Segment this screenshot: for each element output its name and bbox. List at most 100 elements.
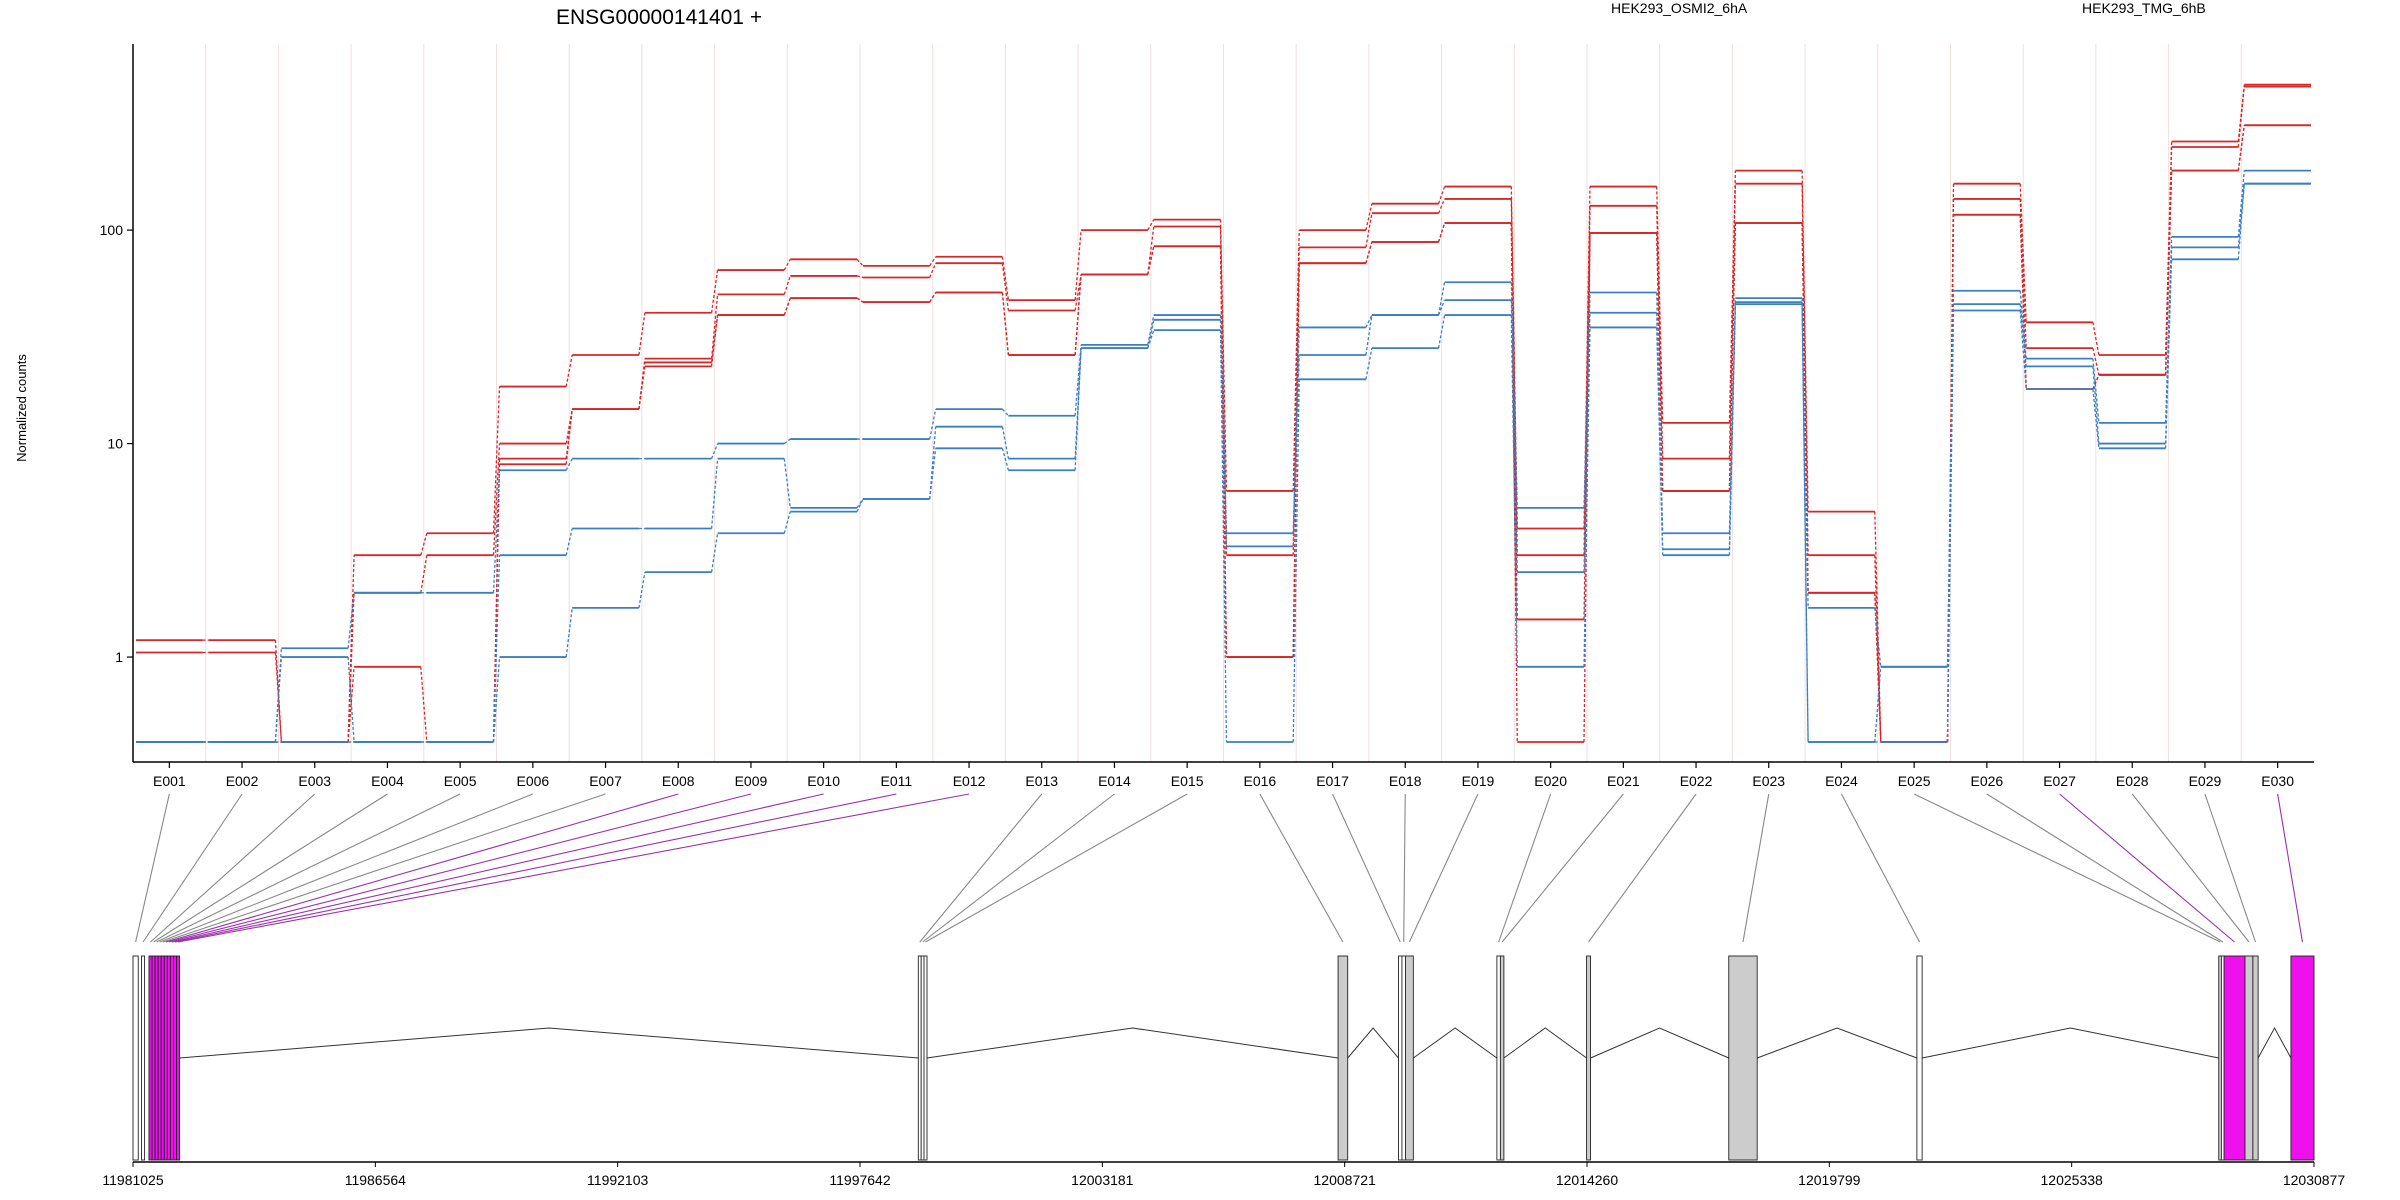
exon-connector xyxy=(162,793,606,943)
exon-connector xyxy=(150,793,316,943)
exon-connector xyxy=(165,793,679,943)
exon-box xyxy=(2223,955,2246,1161)
series-transition xyxy=(1147,329,1155,349)
intron-line xyxy=(1413,1027,1498,1059)
exon-box xyxy=(1398,955,1403,1161)
exon-box xyxy=(169,955,174,1161)
exon-box xyxy=(2290,955,2315,1161)
series-transition xyxy=(929,256,937,267)
series-transition xyxy=(1365,203,1373,231)
coordinate-label: 12025338 xyxy=(2041,1172,2104,1188)
series-transition xyxy=(1365,314,1373,328)
series-transition xyxy=(710,294,719,359)
series-transition xyxy=(1001,292,1010,356)
exon-box xyxy=(176,955,181,1161)
series-transition xyxy=(1365,241,1373,264)
series-transition xyxy=(710,458,719,529)
series-transition xyxy=(1801,222,1809,593)
series-transition xyxy=(2019,290,2027,359)
series-transition xyxy=(2092,322,2100,356)
series-transition xyxy=(1801,304,1809,743)
series-transition xyxy=(856,297,864,303)
exon-connector xyxy=(1408,793,1479,943)
series-transition xyxy=(2164,170,2173,375)
exon-connector xyxy=(1840,793,1920,943)
coordinate-label: 11986564 xyxy=(345,1172,406,1188)
exon-connector xyxy=(1501,793,1624,943)
series-transition xyxy=(710,533,719,573)
exon-connector xyxy=(1332,793,1401,943)
series-transition xyxy=(274,657,283,743)
series-transition xyxy=(1656,186,1664,423)
series-transition xyxy=(1437,282,1446,316)
exon-box xyxy=(2244,955,2254,1161)
exon-box xyxy=(923,955,928,1161)
series-transition xyxy=(1510,282,1518,508)
series-transition xyxy=(783,511,791,534)
series-transition xyxy=(1437,186,1446,204)
series-transition xyxy=(1001,408,1009,417)
data-series xyxy=(136,83,2311,743)
x-tick-label: E007 xyxy=(589,773,622,789)
y-tick-label: 100 xyxy=(100,222,124,238)
series-transition xyxy=(783,438,791,445)
intron-line xyxy=(1922,1027,2219,1059)
series-transition xyxy=(565,458,573,471)
exon-connectors xyxy=(135,793,2304,943)
exon-connector xyxy=(1986,793,2224,943)
series-transition xyxy=(1801,302,1809,743)
x-tick-label: E018 xyxy=(1389,773,1422,789)
coordinate-label: 12030877 xyxy=(2283,1172,2346,1188)
series-transition xyxy=(1074,230,1082,301)
series-transition xyxy=(1728,183,1737,459)
series-transition xyxy=(2092,366,2100,444)
exon-connector xyxy=(156,793,461,943)
exon-box xyxy=(163,955,168,1161)
coordinate-label: 12014260 xyxy=(1556,1172,1619,1188)
series-transition xyxy=(492,657,501,743)
series-transition xyxy=(420,666,428,743)
x-tick-label: E020 xyxy=(1534,773,1567,789)
exon-connector xyxy=(174,793,897,943)
exon-connector xyxy=(1588,793,1697,943)
series-transition xyxy=(1510,315,1518,667)
exon-connector xyxy=(153,793,388,943)
x-tick-label: E016 xyxy=(1243,773,1276,789)
x-tick-label: E023 xyxy=(1752,773,1785,789)
series-transition xyxy=(1219,219,1228,491)
exon-connector xyxy=(2204,793,2257,943)
exon-box xyxy=(157,955,162,1161)
coordinate-label: 12003181 xyxy=(1071,1172,1134,1188)
x-tick-label: E015 xyxy=(1171,773,1204,789)
exon-box xyxy=(151,955,156,1161)
series-transition xyxy=(638,366,646,410)
y-tick-label: 10 xyxy=(107,436,123,452)
series-transition xyxy=(783,297,791,316)
exon-connector xyxy=(922,793,1115,943)
series-transition xyxy=(1437,222,1446,243)
series-transition xyxy=(1147,226,1155,275)
exon-box xyxy=(1586,955,1591,1161)
series-transition xyxy=(1583,232,1591,620)
series-transition xyxy=(2092,358,2100,423)
gene-title: ENSG00000141401 + xyxy=(556,6,762,29)
series-transition xyxy=(565,607,573,658)
gene-model xyxy=(132,955,2315,1161)
series-transition xyxy=(1728,304,1737,556)
series-transition xyxy=(492,470,501,593)
series-transition xyxy=(565,354,573,387)
coordinate-label: 11992103 xyxy=(587,1172,648,1188)
y-axis-label: Normalized counts xyxy=(14,354,29,462)
series-transition xyxy=(1583,292,1591,508)
exon-box xyxy=(1916,955,1923,1161)
series-transition xyxy=(1874,666,1882,743)
series-transition xyxy=(856,258,864,267)
series-transition xyxy=(2164,259,2173,449)
exon-connector xyxy=(1913,793,2221,943)
exon-connector xyxy=(1498,793,1552,943)
exon-connector xyxy=(177,793,970,943)
series-transition xyxy=(783,458,791,508)
genomic-coordinate-axis: 11981025 11986564 11992103 11997642 12003181… xyxy=(102,1161,2346,1188)
series-transition xyxy=(2237,125,2245,171)
